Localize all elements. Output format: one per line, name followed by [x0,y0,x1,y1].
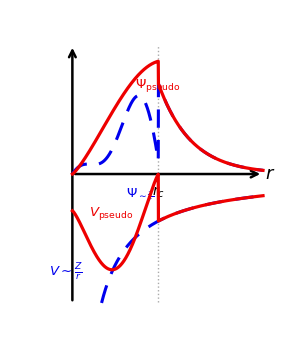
Text: $r_c$: $r_c$ [152,185,165,200]
Text: $V{\sim}\frac{Z}{r}$: $V{\sim}\frac{Z}{r}$ [49,262,83,284]
Text: $r$: $r$ [266,165,276,183]
Text: $\Psi_{{\sim}\frac{Z}{r}}$: $\Psi_{{\sim}\frac{Z}{r}}$ [126,186,154,204]
Text: $V_{\rm pseudo}$: $V_{\rm pseudo}$ [89,205,133,222]
Text: $\Psi_{\rm pseudo}$: $\Psi_{\rm pseudo}$ [135,77,181,94]
